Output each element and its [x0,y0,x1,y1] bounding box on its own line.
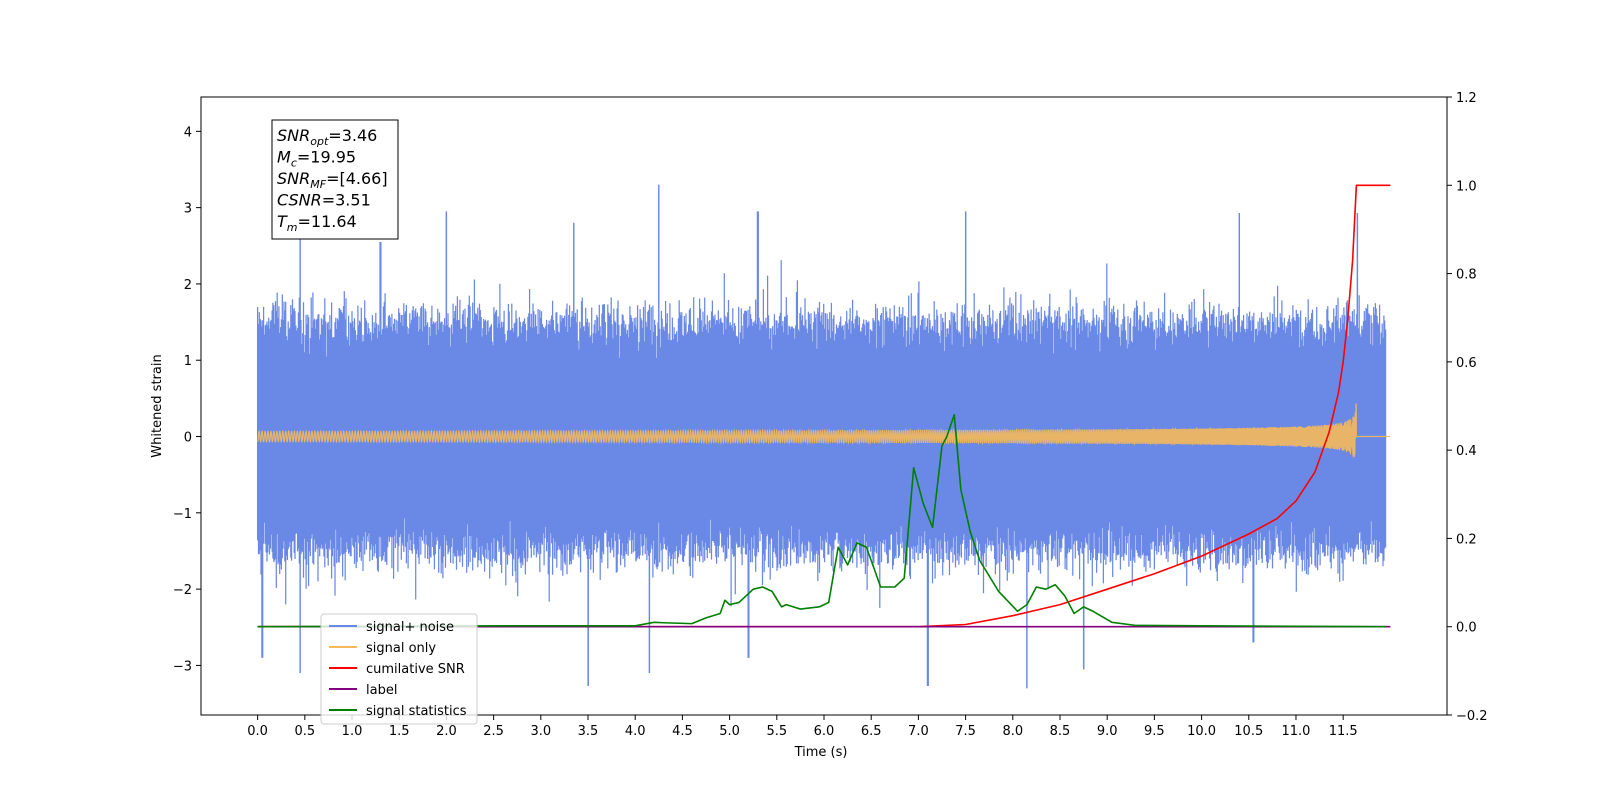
series-signal-noise [256,184,1387,689]
y-tick-label: −3 [173,659,192,674]
legend-label: label [366,683,397,698]
annotation-line: Mc=19.95 [277,148,356,170]
x-tick-label: 10.5 [1234,724,1263,739]
x-tick-label: 11.5 [1329,724,1358,739]
x-tick-label: 3.5 [578,724,599,739]
x-tick-label: 9.0 [1097,724,1118,739]
annotation-line: Tm=11.64 [277,212,357,234]
x-tick-label: 3.0 [530,724,551,739]
x-tick-label: 2.0 [436,724,457,739]
x-tick-label: 5.0 [719,724,740,739]
x-tick-label: 1.0 [342,724,363,739]
legend-label: signal+ noise [366,620,454,635]
x-tick-label: 0.5 [294,724,315,739]
x-tick-label: 8.5 [1050,724,1071,739]
y-tick-label: 1 [184,354,192,369]
x-tick-label: 6.5 [861,724,882,739]
annotation-line: SNRopt=3.46 [277,126,377,148]
y2-tick-label: 0.0 [1456,621,1477,636]
x-tick-label: 6.0 [814,724,835,739]
x-tick-label: 9.5 [1144,724,1165,739]
annotation-box: SNRopt=3.46Mc=19.95SNRMF=[4.66]CSNR=3.51… [271,119,399,240]
y-tick-label: 3 [184,202,192,217]
y-axis-label: Whitened strain [150,354,165,457]
y-axis-right: 1.2 1.0 0.8 0.6 0.4 0.2 0.0 −0.2 [1447,91,1488,724]
x-tick-label: 2.5 [483,724,504,739]
x-tick-label: 5.5 [766,724,787,739]
annotation-frame [271,119,399,240]
x-tick-label: 7.5 [955,724,976,739]
y2-tick-label: 1.2 [1456,91,1477,106]
x-tick-label: 4.0 [625,724,646,739]
x-axis: 0.0 0.5 1.0 1.5 2.0 2.5 3.0 3.5 4.0 4.5 5.0 5.5 6.0 6… [247,715,1358,739]
y2-tick-label: 0.8 [1456,268,1477,283]
y-tick-label: 4 [184,125,192,140]
x-tick-label: 8.0 [1002,724,1023,739]
annotation-line: CSNR=3.51 [277,191,371,210]
series-signal-only [257,403,1391,458]
chirp-trace [257,403,1391,458]
annotation-line: SNRMF=[4.66] [277,169,388,191]
y-tick-label: 2 [184,278,192,293]
x-tick-label: 11.0 [1281,724,1310,739]
legend-label: signal only [366,641,436,656]
legend-label: cumilative SNR [366,662,465,677]
y-tick-label: 0 [184,431,192,446]
x-tick-label: 0.0 [247,724,268,739]
y-axis-left: 4 3 2 1 0 −1 −2 −3 [173,125,201,674]
y-tick-label: −1 [173,507,192,522]
x-tick-label: 1.5 [389,724,410,739]
y2-tick-label: 0.4 [1456,444,1477,459]
legend-frame [320,613,478,725]
y2-tick-label: 0.6 [1456,356,1477,371]
x-tick-label: 4.5 [672,724,693,739]
x-axis-label: Time (s) [794,745,848,760]
legend: signal+ noise signal only cumilative SNR la… [320,613,478,725]
y-tick-label: −2 [173,583,192,598]
legend-label: signal statistics [366,704,467,719]
y2-tick-label: 0.2 [1456,532,1477,547]
series-cumilative-snr [257,184,1391,628]
y2-tick-label: 1.0 [1456,179,1477,194]
series-signal-statistics [257,414,1386,628]
y2-tick-label: −0.2 [1456,709,1488,724]
x-tick-label: 10.0 [1187,724,1216,739]
x-tick-label: 7.0 [908,724,929,739]
